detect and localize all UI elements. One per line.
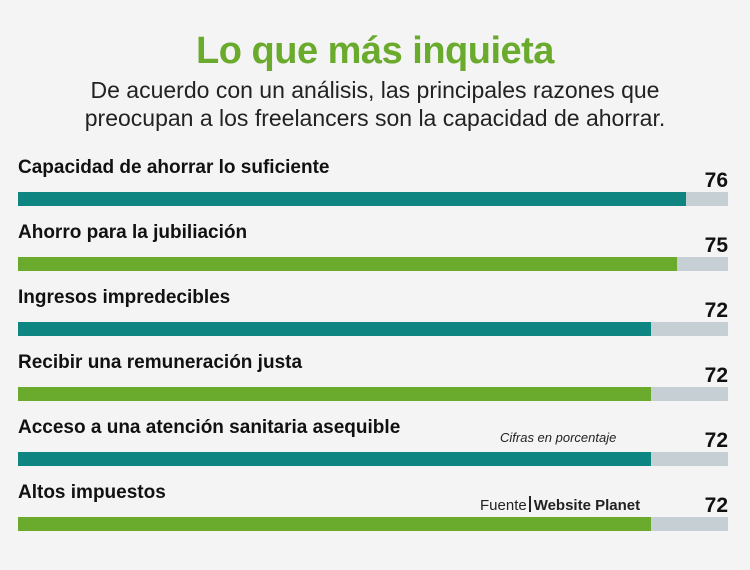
bar-track [18, 387, 728, 401]
bar-value-label: 72 [704, 299, 728, 322]
bar-value-label: 76 [704, 169, 728, 192]
chart-subtitle: De acuerdo con un análisis, las principa… [0, 76, 750, 132]
source-label: Fuente [480, 497, 527, 514]
subtitle-line-1: De acuerdo con un análisis, las principa… [90, 77, 660, 103]
bar [18, 322, 651, 336]
bar-label: Altos impuestos [18, 482, 166, 503]
unit-note: Cifras en porcentaje [500, 430, 617, 445]
bar-track [18, 257, 728, 271]
bar [18, 257, 678, 271]
subtitle-line-2: preocupan a los freelancers son la capac… [84, 105, 666, 131]
bar [18, 517, 651, 531]
bar [18, 387, 651, 401]
bar-value-label: 72 [704, 364, 728, 387]
bar [18, 192, 686, 206]
bar-value-label: 72 [704, 494, 728, 517]
chart-title: Lo que más inquieta [196, 30, 554, 72]
bar-value-label: 72 [704, 429, 728, 452]
source-name: Website Planet [533, 497, 641, 514]
source-separator [528, 496, 531, 512]
source-credit: Fuente Website Planet [480, 496, 640, 514]
bar-track [18, 452, 728, 466]
bar [18, 452, 651, 466]
bar-label: Recibir una remuneración justa [18, 352, 303, 373]
bar-label: Ingresos impredecibles [18, 287, 231, 308]
bar-label: Ahorro para la jubiliación [18, 222, 248, 243]
bar-label: Capacidad de ahorrar lo suficiente [18, 157, 330, 178]
bar-track [18, 517, 728, 531]
bar-track [18, 322, 728, 336]
bar-track [18, 192, 728, 206]
bar-value-label: 75 [704, 234, 728, 257]
bar-label: Acceso a una atención sanitaria asequibl… [18, 417, 401, 438]
